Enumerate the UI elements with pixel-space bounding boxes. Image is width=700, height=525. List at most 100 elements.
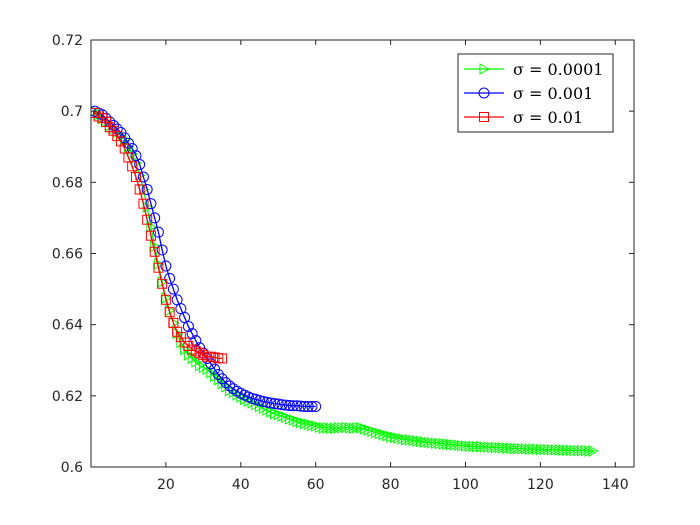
y-tick-label: 0.66 <box>52 247 83 263</box>
data-point <box>468 440 480 453</box>
data-point <box>216 373 228 385</box>
data-point <box>562 444 573 457</box>
y-tick-label: 0.72 <box>52 33 83 49</box>
data-point <box>179 337 190 348</box>
x-tick-label: 140 <box>602 477 629 493</box>
legend-marker <box>478 87 490 99</box>
data-point <box>296 416 307 429</box>
data-point <box>322 422 333 434</box>
data-point <box>194 348 205 359</box>
data-point <box>408 434 420 447</box>
data-point <box>93 111 104 122</box>
data-point <box>283 399 295 411</box>
data-point <box>145 230 156 241</box>
data-point <box>100 116 111 127</box>
data-point <box>382 429 393 442</box>
data-point <box>498 441 509 454</box>
data-point <box>341 421 352 434</box>
data-point <box>404 434 416 446</box>
data-point <box>108 125 119 136</box>
data-point <box>427 436 438 449</box>
data-point <box>307 419 318 432</box>
data-point <box>303 418 315 431</box>
legend-item: σ = 0.0001 <box>464 60 603 79</box>
data-point <box>205 351 216 362</box>
data-point <box>509 442 521 455</box>
data-point <box>298 401 310 413</box>
data-point <box>359 423 371 435</box>
data-point <box>505 442 517 454</box>
data-point <box>487 441 498 454</box>
data-point <box>539 443 551 456</box>
data-point <box>217 353 228 364</box>
data-point <box>490 441 502 454</box>
data-point <box>352 422 363 434</box>
legend-item: σ = 0.001 <box>464 84 593 103</box>
data-point <box>299 417 311 430</box>
data-point <box>464 440 476 453</box>
data-point <box>277 410 289 422</box>
data-point <box>149 246 160 257</box>
data-point <box>367 425 378 438</box>
data-point <box>318 422 330 434</box>
data-point <box>104 122 115 133</box>
data-point <box>416 435 427 448</box>
data-point <box>475 440 487 453</box>
data-point <box>142 214 153 225</box>
data-point <box>153 262 164 273</box>
data-point <box>130 171 141 182</box>
data-point <box>524 443 536 456</box>
y-tick-label: 0.68 <box>52 175 83 191</box>
data-point <box>172 326 183 337</box>
x-tick-label: 100 <box>452 477 479 493</box>
data-point <box>494 441 506 454</box>
data-point <box>584 445 596 457</box>
data-point <box>314 421 326 433</box>
data-point <box>175 332 186 343</box>
data-point <box>528 443 539 456</box>
data-point <box>134 184 145 195</box>
data-point <box>152 226 164 238</box>
data-point <box>126 143 138 155</box>
data-point <box>137 171 149 183</box>
data-point <box>311 420 322 432</box>
data-point <box>157 278 168 289</box>
data-point <box>167 283 179 295</box>
data-point <box>291 400 303 412</box>
data-point <box>573 444 584 457</box>
data-point <box>127 161 138 172</box>
data-point <box>577 444 588 457</box>
data-point <box>224 380 236 392</box>
x-tick-label: 40 <box>232 477 250 493</box>
data-point <box>326 422 337 435</box>
data-point <box>183 349 195 361</box>
data-point <box>190 335 202 347</box>
data-point <box>329 422 341 435</box>
legend-label: σ = 0.001 <box>513 84 593 103</box>
data-point <box>115 136 126 147</box>
data-point <box>348 422 360 435</box>
data-point <box>393 432 405 445</box>
data-point <box>517 443 528 455</box>
y-tick-label: 0.7 <box>61 104 83 120</box>
data-point <box>337 422 348 434</box>
data-point <box>434 437 446 450</box>
data-point <box>97 113 108 124</box>
data-point <box>160 260 172 272</box>
data-point <box>513 442 524 455</box>
data-point <box>186 328 198 340</box>
data-point <box>134 159 146 171</box>
data-point <box>261 396 273 408</box>
data-point <box>191 356 202 368</box>
data-point <box>446 438 457 451</box>
data-point <box>149 212 161 224</box>
series-2 <box>91 107 228 364</box>
x-tick-label: 80 <box>382 477 400 493</box>
data-point <box>363 424 375 436</box>
data-point <box>284 413 296 425</box>
data-point <box>431 437 442 450</box>
data-point <box>535 443 547 456</box>
data-point <box>401 433 412 446</box>
data-point <box>306 401 318 413</box>
data-point <box>543 443 554 456</box>
